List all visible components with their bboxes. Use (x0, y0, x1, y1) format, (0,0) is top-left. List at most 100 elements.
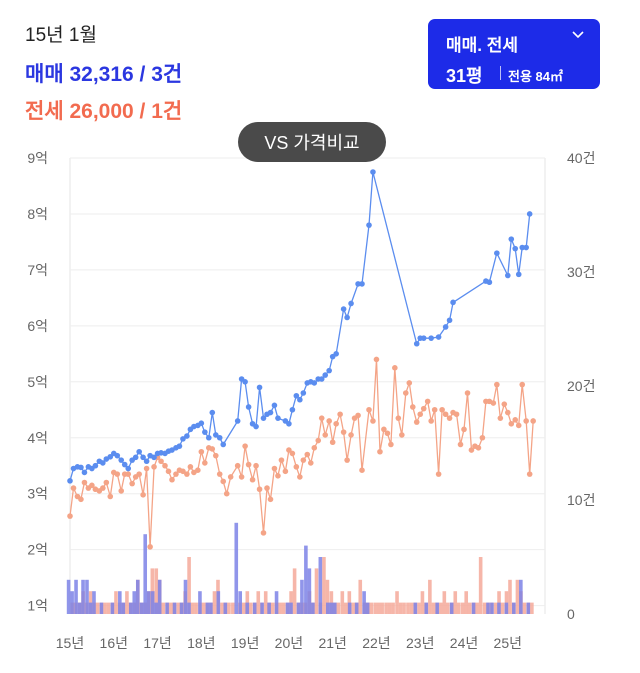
jeonse-volume-bar (212, 591, 217, 614)
sale-volume-bar (179, 602, 184, 614)
jeonse-point (446, 415, 453, 421)
jeonse-volume-bar (358, 579, 363, 614)
sale-volume-bar (85, 579, 89, 614)
sale-volume-bar (245, 602, 250, 614)
sale-point (435, 334, 442, 340)
y-tick-label-right: 10건 (567, 492, 595, 508)
sale-point (202, 429, 208, 435)
sale-volume-bar (526, 602, 531, 614)
sale-point (151, 454, 157, 461)
trade-type-label: 매매. 전세 (446, 36, 519, 55)
sale-volume-bar (157, 579, 162, 614)
trade-type-selector[interactable]: 매매. 전세 31평 전용 84㎡ (428, 19, 600, 89)
sale-volume-bar (311, 602, 315, 614)
jeonse-volume-bar (508, 579, 512, 614)
jeonse-point (169, 476, 175, 483)
sale-point (143, 458, 150, 465)
jeonse-point (406, 380, 413, 386)
sale-volume-bar (74, 579, 78, 614)
jeonse-point (242, 443, 248, 449)
jeonse-point (264, 485, 270, 491)
jeonse-point (439, 406, 445, 413)
jeonse-point (223, 490, 230, 497)
x-tick-label: 25년 (494, 635, 522, 651)
sale-point (289, 406, 296, 413)
sale-volume-bar (289, 602, 293, 614)
jeonse-point (275, 473, 281, 479)
jeonse-point (238, 474, 245, 480)
jeonse-point (340, 429, 347, 435)
y-tick-label-right: 20건 (567, 378, 595, 394)
sale-volume-bar (329, 602, 334, 614)
jeonse-volume-bar (270, 602, 275, 614)
sale-volume-bar (172, 602, 177, 614)
jeonse-point (70, 485, 77, 491)
jeonse-point (377, 448, 383, 455)
jeonse-point (409, 404, 416, 410)
jeonse-volume-bar (522, 602, 527, 614)
jeonse-point (180, 468, 186, 475)
jeonse-point (420, 405, 427, 412)
jeonse-volume-bar (201, 602, 206, 614)
jeonse-volume-bar (256, 591, 261, 614)
jeonse-volume-bar (373, 602, 377, 614)
compare-button[interactable]: VS 가격비교 (238, 122, 386, 162)
sale-point (486, 279, 493, 286)
jeonse-volume-bar (194, 602, 198, 614)
jeonse-volume-bar (446, 602, 450, 614)
sale-point (359, 281, 365, 287)
jeonse-volume-bar (249, 602, 253, 614)
sale-volume-bar (238, 591, 243, 614)
sale-point (260, 415, 267, 421)
sale-point (515, 271, 522, 278)
sale-point (216, 434, 223, 441)
sale-point (184, 433, 190, 439)
jeonse-point (315, 437, 322, 444)
sale-point (286, 420, 292, 427)
jeonse-point (381, 426, 387, 433)
jeonse-point (464, 390, 471, 396)
jeonse-point (348, 432, 354, 438)
jeonse-point (81, 479, 88, 486)
jeonse-point (227, 474, 234, 480)
jeonse-point (212, 452, 219, 459)
sale-point (267, 409, 274, 416)
sale-point (311, 380, 318, 386)
jeonse-volume-bar (391, 602, 395, 614)
jeonse-volume-bar (325, 579, 330, 614)
x-tick-label: 22년 (362, 635, 390, 651)
jeonse-point (435, 471, 442, 477)
sale-point (81, 469, 88, 476)
jeonse-volume-bar (478, 557, 483, 614)
sale-point (220, 441, 227, 448)
jeonse-volume-bar (467, 602, 472, 614)
jeonse-volume-bar (376, 602, 381, 614)
jeonse-point (114, 471, 121, 477)
jeonse-point (344, 457, 350, 463)
jeonse-volume-bar (190, 602, 195, 614)
sale-volume-bar (110, 602, 115, 614)
jeonse-volume-bar (395, 591, 399, 614)
jeonse-point (366, 406, 372, 413)
y-tick-label-right: 40건 (567, 150, 595, 166)
jeonse-volume-bar (453, 591, 458, 614)
y-tick-label-left: 4억 (27, 430, 48, 446)
sale-volume-bar (88, 602, 93, 614)
jeonse-point (307, 460, 314, 466)
sale-point (121, 461, 128, 468)
sale-point (256, 384, 263, 391)
sale-point (333, 351, 339, 357)
sale-volume-bar (99, 602, 104, 614)
jeonse-point (490, 400, 497, 406)
jeonse-volume-bar (231, 602, 235, 614)
x-tick-label: 17년 (143, 635, 171, 651)
sale-point (318, 376, 325, 382)
sale-point (209, 409, 216, 416)
jeonse-point (417, 411, 424, 418)
jeonse-point (428, 418, 434, 424)
jeonse-volume-bar (336, 602, 341, 614)
jeonse-point (103, 479, 110, 486)
jeonse-volume-bar (125, 591, 129, 614)
jeonse-point (326, 418, 332, 424)
sale-volume-bar (274, 591, 279, 614)
